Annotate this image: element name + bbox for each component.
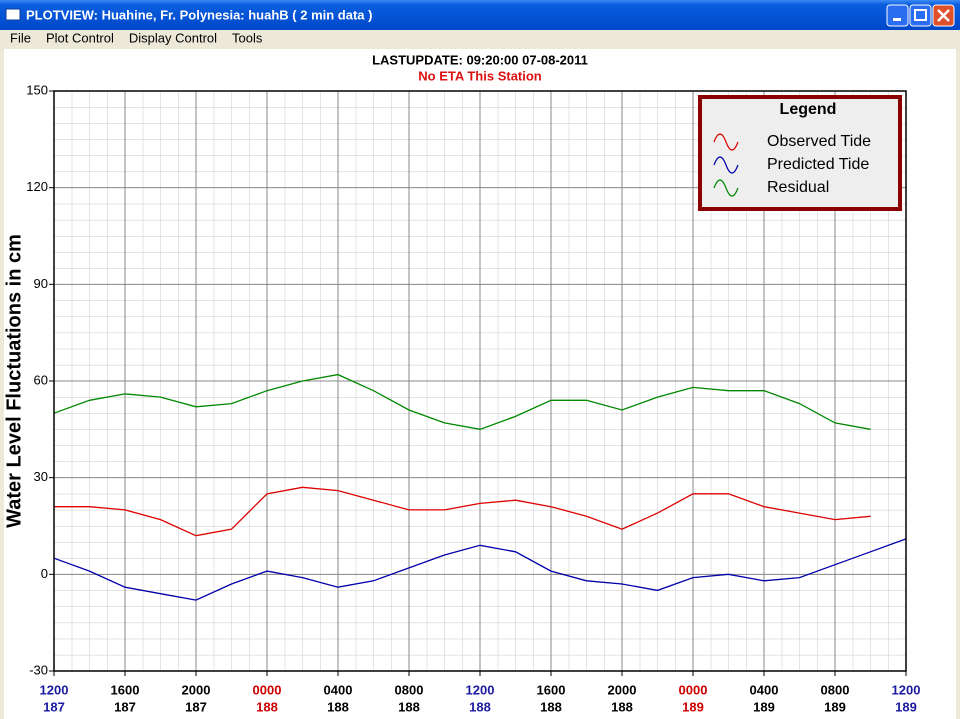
minimize-button[interactable]	[886, 4, 909, 27]
series-line	[53, 373, 871, 430]
menu-bar	[0, 30, 960, 49]
y-tick-label: 90	[34, 276, 48, 291]
legend-swatch	[713, 179, 739, 197]
minimize-glyph	[893, 18, 901, 21]
y-axis-label: Water Level Fluctuations in cm	[3, 234, 25, 528]
x-tick-day: 189	[753, 699, 775, 714]
window-title: PLOTVIEW: Huahine, Fr. Polynesia: huahB …	[26, 7, 372, 22]
y-tick-label: 60	[34, 372, 48, 387]
menu-item[interactable]: File	[10, 30, 31, 45]
legend-label: Residual	[767, 179, 829, 196]
y-tick-label: 30	[34, 469, 48, 484]
x-tick-label: 1200	[466, 682, 495, 697]
x-tick-day: 187	[114, 699, 136, 714]
chart-subtitle: No ETA This Station	[418, 68, 542, 83]
x-tick-label: 0400	[750, 682, 779, 697]
chart-title: LASTUPDATE: 09:20:00 07-08-2011	[372, 52, 588, 67]
menu: File Plot Control Display Control Tools	[10, 30, 263, 45]
x-tick-label: 2000	[608, 682, 637, 697]
menu-item[interactable]: Tools	[232, 30, 263, 45]
legend-title: Legend	[780, 101, 837, 118]
legend-swatch	[713, 156, 739, 174]
plot-frame	[53, 90, 907, 672]
menu-item[interactable]: Display Control	[129, 30, 217, 45]
x-tick-day: 187	[185, 699, 207, 714]
y-tick-label: 120	[26, 179, 48, 194]
menu-item[interactable]: Plot Control	[46, 30, 114, 45]
title-bar	[0, 0, 960, 30]
x-tick-day: 189	[895, 699, 917, 714]
x-tick-day: 189	[682, 699, 704, 714]
series-line	[53, 538, 907, 601]
x-tick-label: 0800	[395, 682, 424, 697]
x-tick-label: 2000	[182, 682, 211, 697]
legend-box	[698, 95, 902, 211]
y-tick-label: 150	[26, 82, 48, 97]
maximize-button[interactable]	[909, 4, 932, 27]
y-tick-label: 0	[41, 566, 48, 581]
x-tick-label: 1600	[111, 682, 140, 697]
x-tick-day: 188	[611, 699, 633, 714]
x-tick-day: 188	[540, 699, 562, 714]
y-tick-label: -30	[29, 662, 48, 677]
x-tick-label: 0000	[253, 682, 282, 697]
legend-label: Predicted Tide	[767, 156, 869, 173]
x-tick-day: 188	[327, 699, 349, 714]
x-tick-label: 0000	[679, 682, 708, 697]
x-tick-label: 0800	[821, 682, 850, 697]
x-tick-label: 1200	[40, 682, 69, 697]
x-tick-label: 1200	[892, 682, 921, 697]
legend-swatch	[713, 133, 739, 151]
close-glyph	[937, 9, 950, 22]
x-tick-label: 1600	[537, 682, 566, 697]
x-tick-day: 189	[824, 699, 846, 714]
x-tick-day: 188	[469, 699, 491, 714]
maximize-glyph	[914, 9, 927, 21]
x-tick-day: 188	[256, 699, 278, 714]
series-line	[54, 486, 871, 537]
window-buttons[interactable]	[886, 4, 955, 27]
x-tick-day: 187	[43, 699, 65, 714]
app-icon	[5, 8, 21, 21]
legend-label: Observed Tide	[767, 133, 871, 150]
x-tick-day: 188	[398, 699, 420, 714]
x-tick-label: 0400	[324, 682, 353, 697]
